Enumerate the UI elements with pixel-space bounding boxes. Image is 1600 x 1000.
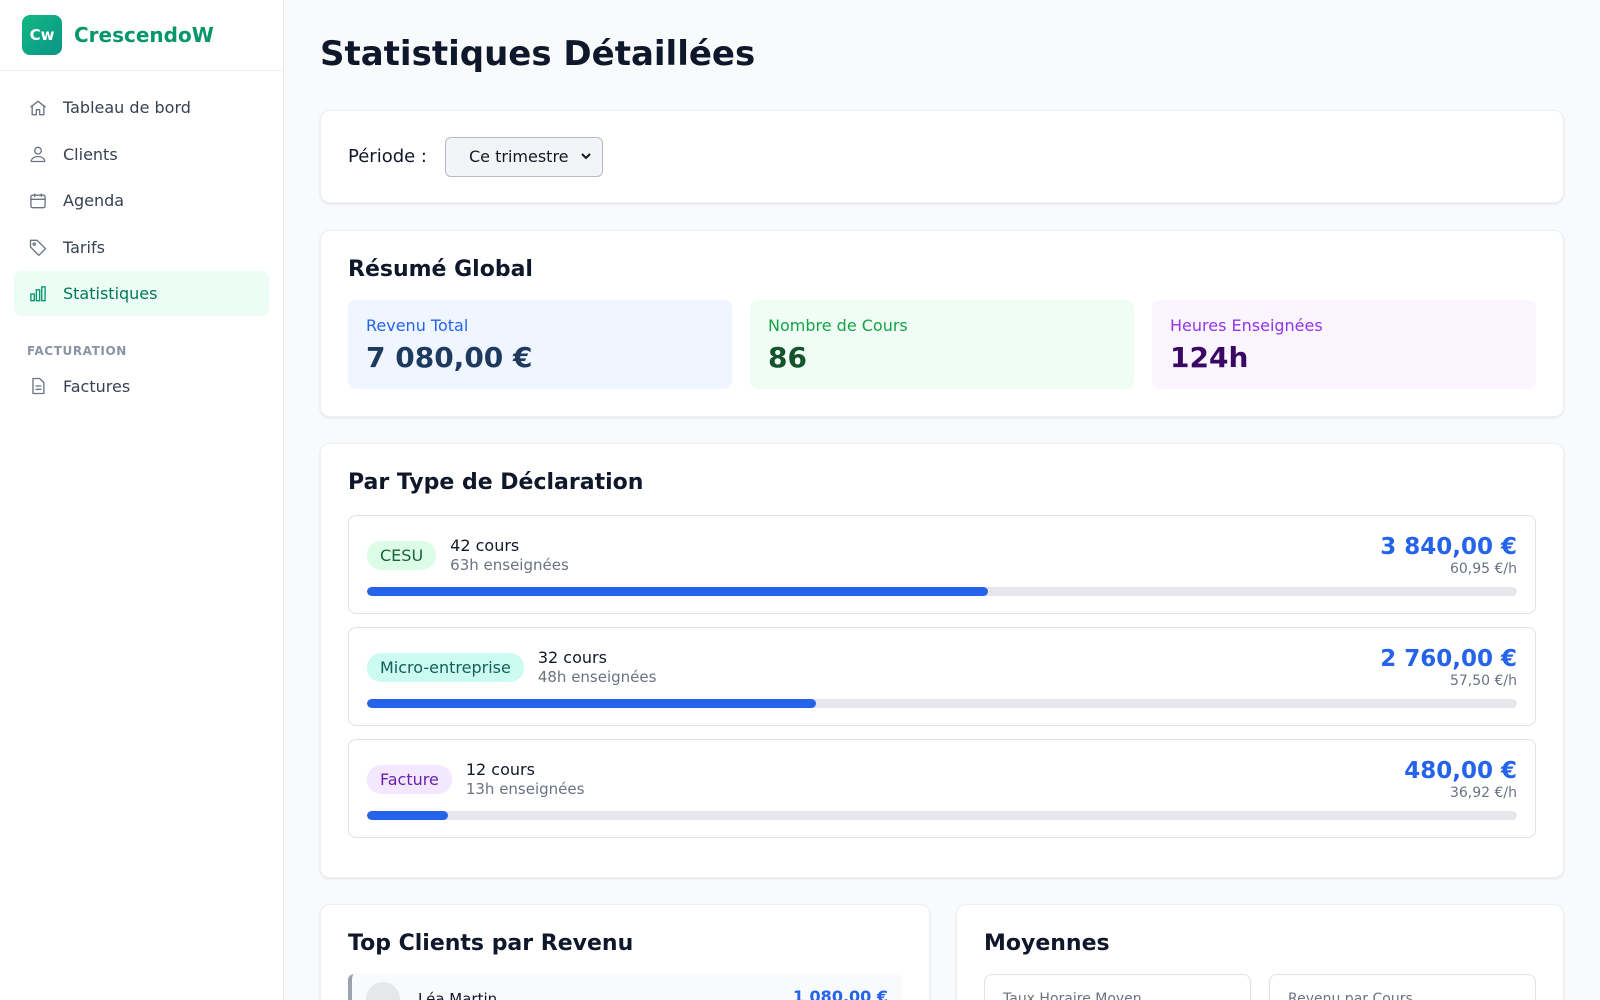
client-name: Léa Martin [418, 990, 498, 1000]
declaration-progress-fill [367, 699, 816, 708]
stat-label: Revenu Total [366, 316, 469, 335]
average-hourly-rate: Taux Horaire Moyen [984, 974, 1251, 1000]
stat-value: 124h [1170, 341, 1249, 374]
declaration-row: Facture 12 cours 13h enseignées 480,00 €… [348, 739, 1536, 838]
sidebar-item-label: Agenda [63, 191, 125, 210]
sidebar-item-label: Tableau de bord [63, 98, 191, 117]
declaration-progress-track [367, 587, 1517, 596]
stat-label: Heures Enseignées [1170, 316, 1323, 335]
declaration-courses: 42 cours [450, 536, 520, 555]
stat-hours: Heures Enseignées 124h [1152, 300, 1536, 389]
sidebar: Cw CrescendoW Tableau de bord Clients Ag… [0, 0, 284, 1000]
stat-value: 86 [768, 341, 807, 374]
brand-name: CrescendoW [74, 23, 214, 47]
declaration-progress-track [367, 699, 1517, 708]
calendar-icon [27, 190, 49, 212]
sidebar-item-dashboard[interactable]: Tableau de bord [14, 85, 269, 130]
declaration-amount: 2 760,00 € [1380, 646, 1517, 672]
brand-logo: Cw [22, 15, 62, 55]
declaration-type-badge: Facture [367, 764, 452, 794]
declaration-row: Micro-entreprise 32 cours 48h enseignées… [348, 627, 1536, 726]
stat-courses: Nombre de Cours 86 [750, 300, 1134, 389]
period-filter-card: Période : Ce trimestre [320, 110, 1564, 203]
user-icon [27, 143, 49, 165]
averages-title: Moyennes [984, 931, 1110, 956]
top-clients-card: Top Clients par Revenu Léa Martin 1 080,… [320, 904, 930, 1000]
declaration-progress-fill [367, 811, 448, 820]
sidebar-item-clients[interactable]: Clients [14, 132, 269, 177]
declaration-rate: 57,50 €/h [1449, 673, 1517, 689]
list-item[interactable]: Léa Martin 1 080,00 € [348, 974, 902, 1000]
sidebar-item-statistiques[interactable]: Statistiques [14, 271, 269, 316]
sidebar-item-label: Statistiques [63, 284, 158, 303]
averages-card: Moyennes Taux Horaire Moyen Revenu par C… [956, 904, 1564, 1000]
home-icon [27, 97, 49, 119]
sidebar-item-agenda[interactable]: Agenda [14, 178, 269, 223]
tag-icon [27, 236, 49, 258]
client-revenue: 1 080,00 € [792, 987, 888, 1000]
declaration-type-badge: CESU [367, 540, 437, 570]
sidebar-nav: Tableau de bord Clients Agenda Tarifs St… [0, 71, 283, 409]
declaration-list: CESU 42 cours 63h enseignées 3 840,00 € … [348, 515, 1536, 838]
declaration-rate: 36,92 €/h [1449, 785, 1517, 801]
declaration-progress-fill [367, 587, 988, 596]
summary-stats: Revenu Total 7 080,00 € Nombre de Cours … [348, 300, 1536, 389]
stat-value: 7 080,00 € [366, 341, 533, 374]
summary-title: Résumé Global [348, 257, 533, 282]
declaration-hours: 13h enseignées [465, 780, 585, 798]
declaration-amount: 480,00 € [1404, 758, 1517, 784]
period-select-value: Ce trimestre [469, 147, 569, 166]
sidebar-item-label: Factures [63, 376, 131, 396]
declaration-row: CESU 42 cours 63h enseignées 3 840,00 € … [348, 515, 1536, 614]
brand[interactable]: Cw CrescendoW [0, 0, 283, 71]
averages-boxes: Taux Horaire Moyen Revenu par Cours [984, 974, 1536, 1000]
sidebar-item-factures[interactable]: Factures [14, 364, 269, 409]
period-label: Période : [348, 146, 427, 167]
declaration-courses: 12 cours [465, 760, 535, 779]
declaration-rate: 60,95 €/h [1449, 561, 1517, 577]
declaration-hours: 48h enseignées [537, 668, 657, 686]
declaration-courses: 32 cours [537, 648, 607, 667]
avatar [366, 982, 400, 1000]
declaration-type-card: Par Type de Déclaration CESU 42 cours 63… [320, 443, 1564, 878]
stat-revenue: Revenu Total 7 080,00 € [348, 300, 732, 389]
chevron-down-icon [580, 147, 592, 166]
declaration-title: Par Type de Déclaration [348, 470, 644, 495]
average-revenue-per-course: Revenu par Cours [1269, 974, 1536, 1000]
document-icon [27, 375, 49, 397]
declaration-type-badge: Micro-entreprise [367, 652, 524, 682]
declaration-amount: 3 840,00 € [1380, 534, 1517, 560]
period-select[interactable]: Ce trimestre [445, 136, 603, 177]
declaration-progress-track [367, 811, 1517, 820]
sidebar-item-tarifs[interactable]: Tarifs [14, 225, 269, 270]
top-clients-title: Top Clients par Revenu [348, 931, 634, 956]
sidebar-section-label: FACTURATION [27, 343, 127, 358]
bar-chart-icon [27, 283, 49, 305]
sidebar-item-label: Tarifs [63, 237, 105, 257]
summary-card: Résumé Global Revenu Total 7 080,00 € No… [320, 230, 1564, 417]
page-title: Statistiques Détaillées [320, 34, 756, 74]
sidebar-item-label: Clients [63, 144, 118, 164]
stat-label: Nombre de Cours [768, 316, 908, 335]
declaration-hours: 63h enseignées [450, 556, 569, 574]
